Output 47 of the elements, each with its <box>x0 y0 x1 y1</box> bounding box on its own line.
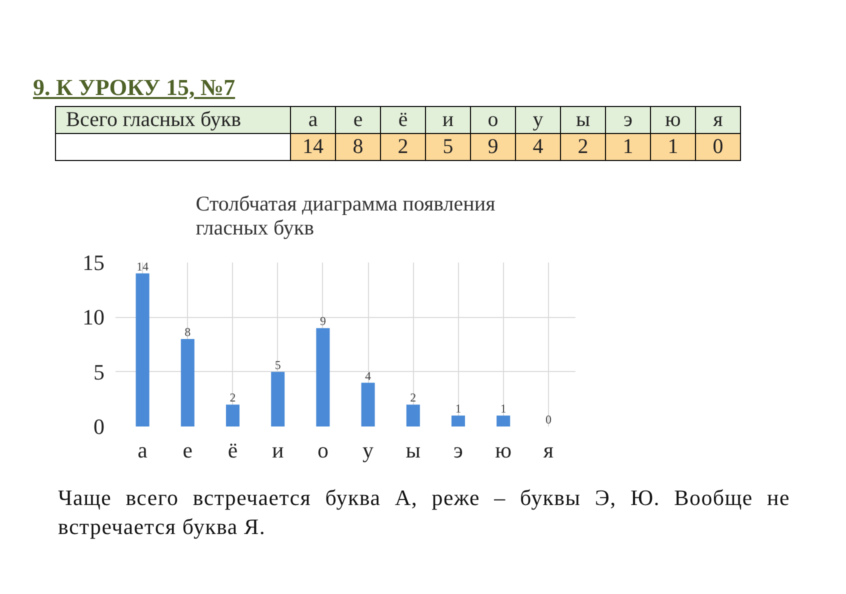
data-label: 2 <box>230 390 236 405</box>
data-label: 5 <box>274 358 281 372</box>
data-label: 5 <box>426 133 470 160</box>
data-label: 1 <box>500 402 506 416</box>
data-label: 1 <box>455 402 462 416</box>
bar <box>180 339 194 426</box>
data-label: 8 <box>184 325 191 340</box>
bar <box>406 404 420 426</box>
x-tick-label: о <box>317 438 328 462</box>
x-tick-label: я <box>543 438 554 462</box>
data-label: 2 <box>380 133 426 160</box>
bar <box>271 372 285 426</box>
bar <box>451 416 466 426</box>
x-tick-label: и <box>272 438 284 462</box>
data-label: 0 <box>696 133 740 160</box>
bar <box>361 382 375 426</box>
x-tick-label: ы <box>406 438 421 462</box>
data-label: 4 <box>516 133 560 160</box>
data-label: 1 <box>650 133 696 160</box>
text: Чаще всего встречается буква А, реже – буквы Э, Ю. Вообще не встречается буква Я. <box>58 484 790 541</box>
data-label: 2 <box>410 390 416 405</box>
y-tick-label: 0 <box>94 414 104 439</box>
x-tick-label: ё <box>228 438 238 462</box>
x-tick-label: э <box>454 438 463 462</box>
data-label: 4 <box>365 368 372 383</box>
x-tick-label: у <box>362 438 374 462</box>
y-tick-label: 15 <box>82 250 104 275</box>
data-label: 8 <box>336 133 380 160</box>
data-label: 9 <box>470 133 516 160</box>
y-tick-label: 5 <box>94 359 104 384</box>
data-label: 14 <box>136 259 149 274</box>
bar <box>316 328 330 426</box>
x-tick-label: е <box>182 438 193 462</box>
text: 9. К УРОКУ 15, №7 <box>33 74 236 102</box>
bar <box>226 404 240 426</box>
bar <box>496 416 510 426</box>
data-label: 0 <box>545 412 552 426</box>
data-label: 1 <box>606 133 650 160</box>
data-label: 14 <box>290 133 336 160</box>
x-tick-label: а <box>138 438 148 462</box>
data-table: Всего гласных букв а е ё и о у ы э ю я 14 8 2 5 9 4 2 1 1 0 <box>55 106 741 161</box>
data-label: 2 <box>560 133 606 160</box>
data-label: 9 <box>320 314 326 328</box>
chart-title: Столбчатая диаграмма появления гласных букв <box>196 192 496 240</box>
x-tick-label: ю <box>495 438 512 462</box>
y-tick-label: 10 <box>82 304 104 330</box>
bar <box>136 273 150 426</box>
